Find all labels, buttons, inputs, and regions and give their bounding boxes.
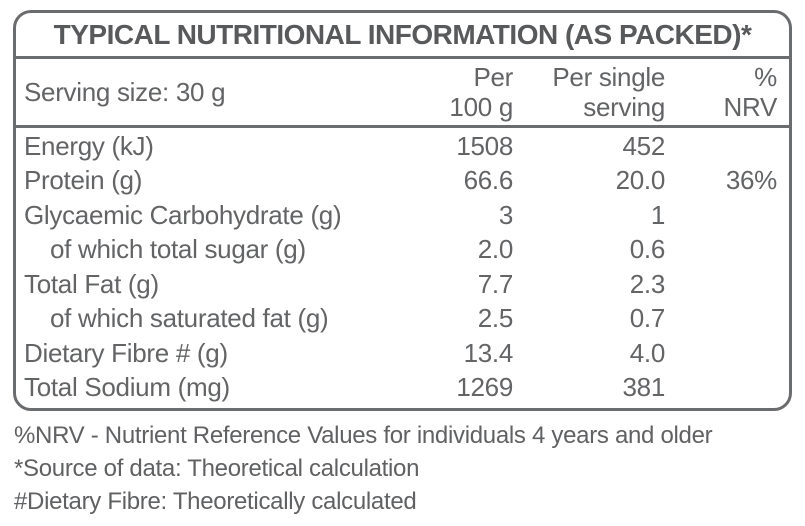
table-row: Energy (kJ) 1508 452 xyxy=(16,129,789,164)
table-row: Dietary Fibre # (g) 13.4 4.0 xyxy=(16,336,789,371)
column-header-line: NRV xyxy=(723,92,777,122)
serving-size-label: Serving size: 30 g xyxy=(24,76,226,107)
footnotes: %NRV - Nutrient Reference Values for ind… xyxy=(14,419,713,518)
per-100g-value: 2.5 xyxy=(477,303,514,334)
nutrient-label: Energy (kJ) xyxy=(24,130,154,161)
per-100g-value: 7.7 xyxy=(477,268,514,299)
per-100g-value: 2.0 xyxy=(477,234,514,265)
nutrient-label: of which saturated fat (g) xyxy=(50,303,329,334)
column-header-per-serving: Per single serving xyxy=(513,62,665,122)
column-header-line: 100 g xyxy=(449,92,513,122)
per-100g-value: 1508 xyxy=(456,130,513,161)
table-title: TYPICAL NUTRITIONAL INFORMATION (AS PACK… xyxy=(16,13,789,59)
per-serving-value: 0.6 xyxy=(629,234,666,265)
per-serving-value: 381 xyxy=(622,372,666,403)
table-row: of which saturated fat (g) 2.5 0.7 xyxy=(16,302,789,337)
nutrient-label: Dietary Fibre # (g) xyxy=(24,337,228,368)
per-100g-value: 3 xyxy=(498,199,513,230)
column-header-per-100g: Per 100 g xyxy=(393,62,513,122)
per-serving-value: 0.7 xyxy=(629,303,666,334)
per-100g-value: 1269 xyxy=(456,372,513,403)
table-row: Total Sodium (mg) 1269 381 xyxy=(16,371,789,406)
table-header-row: Serving size: 30 g Per 100 g Per single … xyxy=(16,59,789,128)
table-body: Energy (kJ) 1508 452 Protein (g) 66.6 20… xyxy=(16,128,789,405)
table-row: of which total sugar (g) 2.0 0.6 xyxy=(16,233,789,268)
table-row: Total Fat (g) 7.7 2.3 xyxy=(16,267,789,302)
nutrient-label: Total Sodium (mg) xyxy=(24,372,230,403)
nutrient-label: Total Fat (g) xyxy=(24,268,159,299)
nrv-value: 36% xyxy=(725,165,777,196)
per-serving-value: 4.0 xyxy=(629,337,666,368)
footnote-line: *Source of data: Theoretical calculation xyxy=(14,455,420,482)
nutrient-label: of which total sugar (g) xyxy=(50,234,306,265)
nutrient-label: Glycaemic Carbohydrate (g) xyxy=(24,199,342,230)
column-header-nrv: % NRV xyxy=(665,62,777,122)
column-header-line: Per single xyxy=(552,62,665,92)
per-serving-value: 1 xyxy=(650,199,665,230)
per-serving-value: 2.3 xyxy=(629,268,666,299)
footnote-line: %NRV - Nutrient Reference Values for ind… xyxy=(14,422,713,449)
table-row: Glycaemic Carbohydrate (g) 3 1 xyxy=(16,198,789,233)
per-100g-value: 66.6 xyxy=(463,165,514,196)
nutrient-label: Protein (g) xyxy=(24,165,143,196)
footnote-line: #Dietary Fibre: Theoretically calculated xyxy=(14,488,417,515)
nutrition-table: TYPICAL NUTRITIONAL INFORMATION (AS PACK… xyxy=(13,10,792,411)
column-header-line: % xyxy=(754,62,777,92)
per-100g-value: 13.4 xyxy=(463,337,514,368)
column-header-line: Per xyxy=(473,62,513,92)
table-row: Protein (g) 66.6 20.0 36% xyxy=(16,164,789,199)
per-serving-value: 20.0 xyxy=(615,165,666,196)
per-serving-value: 452 xyxy=(622,130,666,161)
column-header-line: serving xyxy=(583,92,665,122)
